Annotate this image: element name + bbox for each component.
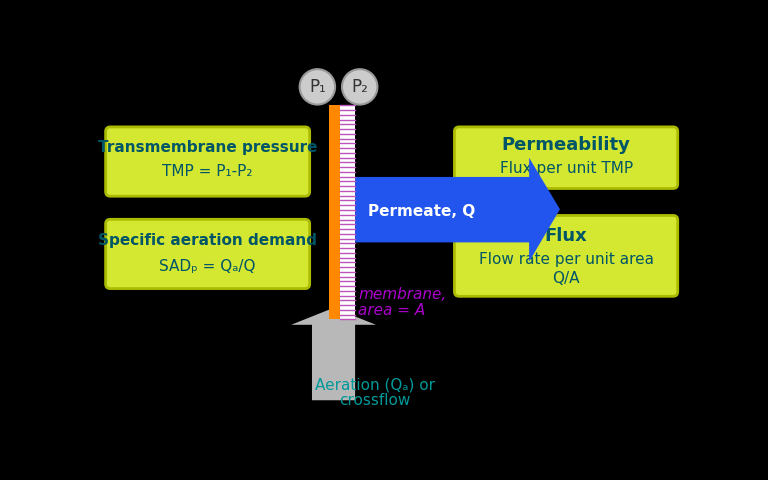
Circle shape: [342, 69, 377, 105]
Text: membrane,: membrane,: [358, 287, 446, 302]
Text: Flux: Flux: [545, 227, 588, 245]
FancyBboxPatch shape: [106, 127, 310, 196]
FancyBboxPatch shape: [455, 216, 677, 296]
FancyBboxPatch shape: [455, 127, 677, 189]
Text: Permeate, Q: Permeate, Q: [368, 204, 475, 219]
Text: Flow rate per unit area: Flow rate per unit area: [478, 252, 654, 267]
Text: area = A: area = A: [358, 303, 425, 318]
Bar: [339, 105, 355, 319]
FancyBboxPatch shape: [106, 219, 310, 288]
Text: Specific aeration demand: Specific aeration demand: [98, 233, 317, 248]
Text: Aeration (Qₐ) or: Aeration (Qₐ) or: [315, 377, 435, 392]
Text: Transmembrane pressure: Transmembrane pressure: [98, 140, 317, 155]
Text: crossflow: crossflow: [339, 393, 411, 408]
Bar: [329, 105, 339, 319]
Text: P₁: P₁: [309, 78, 326, 96]
Polygon shape: [355, 158, 560, 262]
Text: Q/A: Q/A: [552, 271, 580, 286]
Polygon shape: [291, 308, 376, 400]
Text: Flux per unit TMP: Flux per unit TMP: [499, 161, 633, 176]
Text: P₂: P₂: [351, 78, 368, 96]
Circle shape: [300, 69, 335, 105]
Text: TMP = P₁-P₂: TMP = P₁-P₂: [162, 165, 253, 180]
Text: SADₚ = Qₐ/Q: SADₚ = Qₐ/Q: [160, 259, 256, 274]
Text: Permeability: Permeability: [502, 136, 631, 155]
